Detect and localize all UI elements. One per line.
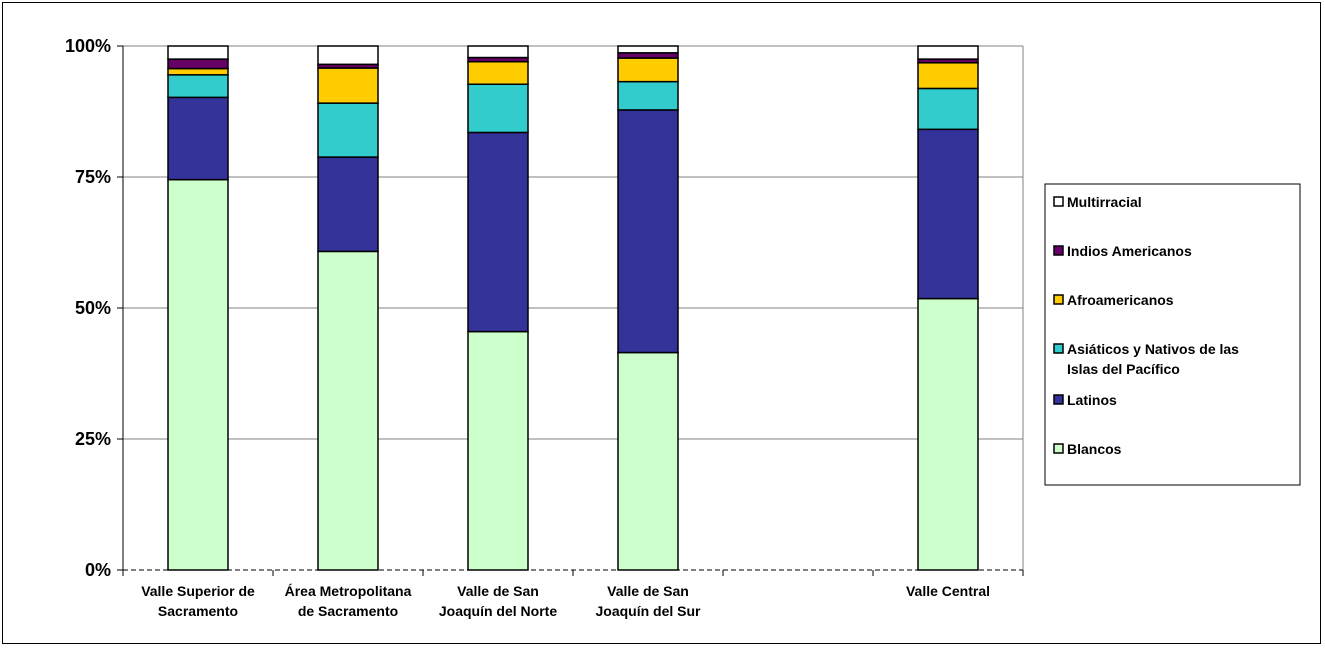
legend-label: Asiáticos y Nativos de las [1067,341,1239,357]
bar-segment [467,60,529,86]
legend-swatch [1053,343,1064,354]
x-category-label: Valle de San [457,583,539,599]
x-category-label: Valle de San [607,583,689,599]
bar-segment [317,67,379,104]
legend-swatch [1053,443,1064,454]
bar-layer [167,45,979,571]
legend-swatch [1053,245,1064,256]
bar-segment [317,156,379,253]
bar-segment [167,96,229,181]
bar-segment [317,45,379,66]
bar-segment [467,83,529,134]
x-category-label: Joaquín del Sur [595,603,701,619]
y-tick-label: 50% [75,298,111,318]
bar-segment [317,250,379,571]
legend-label: Blancos [1067,441,1122,457]
legend-swatch [1053,294,1064,305]
legend: Multirracial Indios Americanos Afroamerica… [1044,183,1301,486]
bar-segment [167,45,229,60]
bar-segment [167,74,229,99]
legend-swatch [1053,394,1064,405]
bar-segment [167,58,229,70]
x-category-label: Joaquín del Norte [439,603,557,619]
x-category-label: Sacramento [158,603,238,619]
bar-segment [617,351,679,571]
y-tick-label: 0% [85,560,111,580]
y-tick-label: 100% [65,36,111,56]
bar-segment [617,45,679,54]
bar-segment [917,62,979,90]
bar-segment [467,330,529,571]
x-category-label: Área Metropolitana [285,583,412,599]
legend-label: Multirracial [1067,194,1142,210]
legend-swatch [1053,196,1064,207]
grid-layer [123,45,1024,570]
axis-layer: 0% 25% 50% 75% 100% Valle Superior de Sacramen… [65,36,1024,619]
x-category-label: Valle Superior de [141,583,255,599]
y-tick-label: 75% [75,167,111,187]
legend-label: Indios Americanos [1067,243,1192,259]
bar-segment [617,52,679,59]
bar-segment [917,45,979,60]
legend-box [1044,183,1301,486]
legend-label: Islas del Pacífico [1067,361,1180,377]
x-category-label: de Sacramento [298,603,398,619]
x-category-label: Valle Central [906,583,990,599]
bar-segment [917,87,979,131]
bar-segment [617,109,679,354]
bar-segment [317,102,379,158]
bar-segment [167,67,229,76]
bar-segment [467,131,529,333]
bar-segment [617,80,679,111]
y-tick-label: 25% [75,429,111,449]
bar-segment [917,128,979,300]
bar-segment [617,57,679,83]
legend-label: Latinos [1067,392,1117,408]
bar-segment [467,45,529,59]
bar-segment [167,178,229,571]
legend-label: Afroamericanos [1067,292,1174,308]
bar-segment [917,297,979,571]
